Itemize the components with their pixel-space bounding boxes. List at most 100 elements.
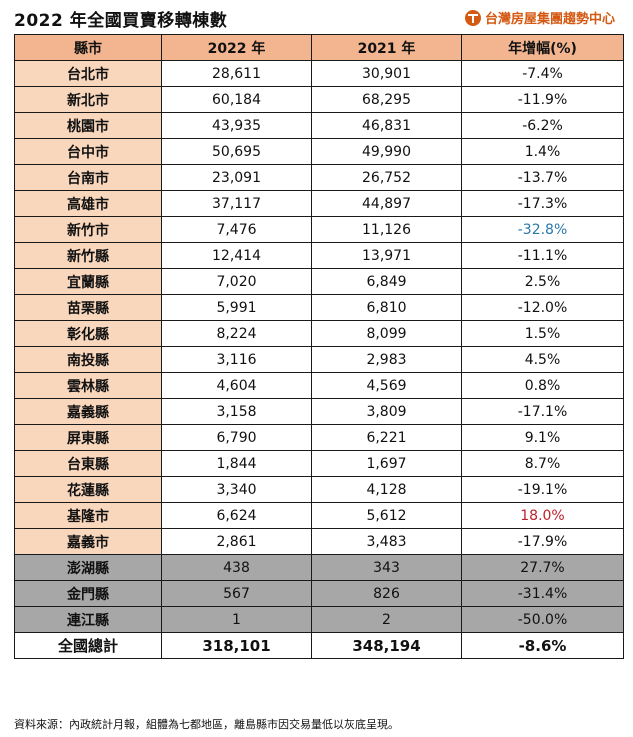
cell-change: 0.8% (461, 372, 624, 399)
cell-2021: 11,126 (311, 216, 462, 243)
cell-2022: 50,695 (161, 138, 312, 165)
header-2022: 2022 年 (161, 34, 312, 61)
cell-2022: 2,861 (161, 528, 312, 555)
cell-2021: 3,483 (311, 528, 462, 555)
cell-2021: 8,099 (311, 320, 462, 347)
table-row: 桃園市 43,935 46,831 -6.2% (14, 112, 624, 139)
table-row: 基隆市 6,624 5,612 18.0% (14, 502, 624, 529)
table-row: 雲林縣 4,604 4,569 0.8% (14, 372, 624, 399)
cell-2022: 1,844 (161, 450, 312, 477)
page-title: 2022 年全國買賣移轉棟數 (14, 11, 228, 31)
footnote: 資料來源：內政統計月報，組體為七都地區，離島縣市因交易量低以灰底呈現。 (14, 718, 399, 731)
cell-city: 新北市 (14, 86, 162, 113)
cell-city: 新竹市 (14, 216, 162, 243)
table-row: 澎湖縣 438 343 27.7% (14, 554, 624, 581)
cell-city: 金門縣 (14, 580, 162, 607)
cell-change: -11.1% (461, 242, 624, 269)
cell-2022: 37,117 (161, 190, 312, 217)
table-row: 花蓮縣 3,340 4,128 -19.1% (14, 476, 624, 503)
cell-2021: 2,983 (311, 346, 462, 373)
transfer-table: 縣市 2022 年 2021 年 年增幅(%) 台北市 28,611 30,901-… (14, 34, 624, 659)
cell-city: 屏東縣 (14, 424, 162, 451)
cell-city: 基隆市 (14, 502, 162, 529)
cell-2022: 6,790 (161, 424, 312, 451)
cell-city: 花蓮縣 (14, 476, 162, 503)
brand-name: 台灣房屋集團趨勢中心 (484, 12, 615, 27)
cell-change: 2.5% (461, 268, 624, 295)
table-row: 南投縣 3,116 2,983 4.5% (14, 346, 624, 373)
cell-change: -50.0% (461, 606, 624, 633)
table-header-row: 縣市 2022 年 2021 年 年增幅(%) (14, 34, 624, 61)
cell-city: 宜蘭縣 (14, 268, 162, 295)
cell-2022: 438 (161, 554, 312, 581)
cell-city: 台南市 (14, 164, 162, 191)
cell-2022: 3,158 (161, 398, 312, 425)
cell-2021: 6,849 (311, 268, 462, 295)
table-row: 嘉義市 2,861 3,483 -17.9% (14, 528, 624, 555)
cell-change: -13.7% (461, 164, 624, 191)
cell-city: 台北市 (14, 60, 162, 87)
cell-change: -6.2% (461, 112, 624, 139)
cell-2021: 30,901 (311, 60, 462, 87)
cell-change: 18.0% (461, 502, 624, 529)
table-row: 連江縣 1 2 -50.0% (14, 606, 624, 633)
header-city: 縣市 (14, 34, 162, 61)
cell-2021: 6,810 (311, 294, 462, 321)
cell-change: 1.5% (461, 320, 624, 347)
cell-change: 9.1% (461, 424, 624, 451)
cell-city: 新竹縣 (14, 242, 162, 269)
cell-2021: 49,990 (311, 138, 462, 165)
cell-city: 嘉義縣 (14, 398, 162, 425)
cell-change: 4.5% (461, 346, 624, 373)
cell-city: 台東縣 (14, 450, 162, 477)
table-row: 金門縣 567 826 -31.4% (14, 580, 624, 607)
cell-2021: 6,221 (311, 424, 462, 451)
cell-2022: 7,476 (161, 216, 312, 243)
cell-city: 桃園市 (14, 112, 162, 139)
cell-change: 1.4% (461, 138, 624, 165)
cell-2022: 60,184 (161, 86, 312, 113)
cell-city: 嘉義市 (14, 528, 162, 555)
cell-2022: 28,611 (161, 60, 312, 87)
table-row: 台東縣 1,844 1,697 8.7% (14, 450, 624, 477)
cell-2021: 13,971 (311, 242, 462, 269)
cell-2022: 5,991 (161, 294, 312, 321)
cell-2022: 6,624 (161, 502, 312, 529)
cell-2022: 23,091 (161, 164, 312, 191)
table-row: 新北市 60,184 68,295 -11.9% (14, 86, 624, 113)
table-row: 屏東縣 6,790 6,221 9.1% (14, 424, 624, 451)
cell-city: 南投縣 (14, 346, 162, 373)
cell-2022: 3,116 (161, 346, 312, 373)
table-body: 台北市 28,611 30,901 -7.4% 新北市 60,184 68,295 -11.9… (14, 60, 624, 633)
cell-2021: 826 (311, 580, 462, 607)
cell-2022: 567 (161, 580, 312, 607)
cell-2021: 4,128 (311, 476, 462, 503)
cell-change: -7.4% (461, 60, 624, 87)
cell-2022: 7,020 (161, 268, 312, 295)
cell-2021: 46,831 (311, 112, 462, 139)
cell-2021: 4,569 (311, 372, 462, 399)
taiwan-realty-logo-icon (464, 9, 481, 26)
header-2021: 2021 年 (311, 34, 462, 61)
table-total-row: 全國總計 318,101 348,194 -8.6% (14, 632, 624, 659)
cell-2021: 343 (311, 554, 462, 581)
table-row: 台北市 28,611 30,901 -7.4% (14, 60, 624, 87)
brand-logo: 台灣房屋集團趨勢中心 (464, 8, 615, 27)
cell-city: 雲林縣 (14, 372, 162, 399)
cell-2021: 68,295 (311, 86, 462, 113)
cell-2022: 12,414 (161, 242, 312, 269)
table-row: 宜蘭縣 7,020 6,849 2.5% (14, 268, 624, 295)
cell-2021: 44,897 (311, 190, 462, 217)
cell-city: 台中市 (14, 138, 162, 165)
table-row: 高雄市 37,117 44,897 -17.3% (14, 190, 624, 217)
cell-2022: 1 (161, 606, 312, 633)
cell-2021: 2 (311, 606, 462, 633)
cell-2022: 4,604 (161, 372, 312, 399)
cell-change: -17.9% (461, 528, 624, 555)
cell-change: -17.1% (461, 398, 624, 425)
table-row: 台南市 23,091 26,752 -13.7% (14, 164, 624, 191)
total-2022: 318,101 (161, 632, 312, 659)
table-row: 台中市 50,695 49,990 1.4% (14, 138, 624, 165)
cell-change: 8.7% (461, 450, 624, 477)
header: 2022 年全國買賣移轉棟數 台灣房屋集團趨勢中心 (0, 0, 633, 34)
